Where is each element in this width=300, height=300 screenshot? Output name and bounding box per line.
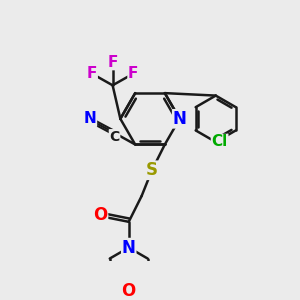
- Text: N: N: [122, 238, 136, 256]
- Text: N: N: [84, 111, 96, 126]
- Text: F: F: [87, 66, 97, 81]
- Text: F: F: [107, 55, 118, 70]
- Text: S: S: [146, 161, 158, 179]
- Text: O: O: [122, 282, 136, 300]
- Text: N: N: [173, 110, 187, 128]
- Text: F: F: [128, 66, 138, 81]
- Text: O: O: [93, 206, 107, 224]
- Text: Cl: Cl: [212, 134, 228, 149]
- Text: C: C: [110, 130, 120, 144]
